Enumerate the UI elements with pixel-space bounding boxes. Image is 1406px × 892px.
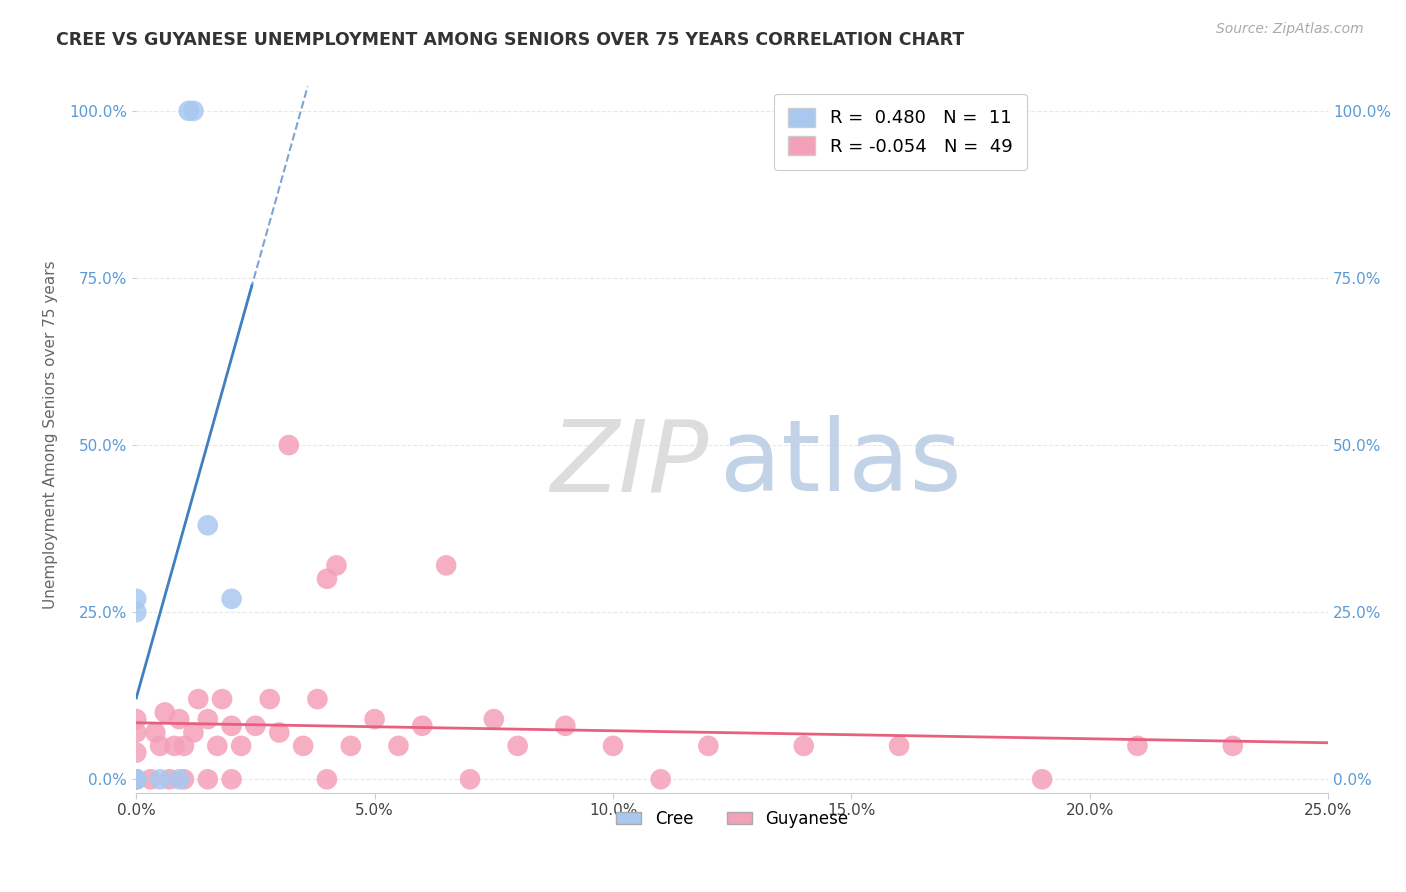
Point <box>153 706 176 720</box>
Point <box>340 739 363 753</box>
Point <box>207 739 229 753</box>
Point <box>187 692 209 706</box>
Point <box>325 558 347 573</box>
Point <box>183 103 205 118</box>
Point <box>458 772 481 787</box>
Point <box>149 772 172 787</box>
Point <box>482 712 505 726</box>
Point <box>125 712 148 726</box>
Point <box>211 692 233 706</box>
Point <box>167 772 190 787</box>
Point <box>221 772 243 787</box>
Point <box>197 518 219 533</box>
Text: ZIP: ZIP <box>550 415 709 512</box>
Point <box>125 772 148 787</box>
Point <box>125 605 148 619</box>
Point <box>269 725 291 739</box>
Point <box>221 719 243 733</box>
Point <box>316 572 339 586</box>
Point <box>173 772 195 787</box>
Point <box>143 725 166 739</box>
Point <box>125 772 148 787</box>
Point <box>125 772 148 787</box>
Point <box>506 739 529 753</box>
Point <box>259 692 281 706</box>
Point <box>411 719 433 733</box>
Point <box>197 772 219 787</box>
Point <box>316 772 339 787</box>
Text: Source: ZipAtlas.com: Source: ZipAtlas.com <box>1216 22 1364 37</box>
Point <box>149 739 172 753</box>
Point <box>167 712 190 726</box>
Point <box>602 739 624 753</box>
Point <box>387 739 409 753</box>
Text: CREE VS GUYANESE UNEMPLOYMENT AMONG SENIORS OVER 75 YEARS CORRELATION CHART: CREE VS GUYANESE UNEMPLOYMENT AMONG SENI… <box>56 31 965 49</box>
Point <box>245 719 267 733</box>
Point <box>173 739 195 753</box>
Point <box>125 725 148 739</box>
Point <box>793 739 815 753</box>
Point <box>163 739 186 753</box>
Point <box>292 739 315 753</box>
Point <box>125 772 148 787</box>
Point <box>1126 739 1149 753</box>
Point <box>159 772 181 787</box>
Point <box>177 103 200 118</box>
Point <box>307 692 329 706</box>
Point <box>139 772 162 787</box>
Point <box>363 712 385 726</box>
Point <box>697 739 720 753</box>
Point <box>125 591 148 606</box>
Point <box>221 591 243 606</box>
Point <box>125 746 148 760</box>
Point <box>125 772 148 787</box>
Legend: Cree, Guyanese: Cree, Guyanese <box>610 803 855 834</box>
Point <box>434 558 457 573</box>
Point <box>183 725 205 739</box>
Point <box>277 438 299 452</box>
Point <box>231 739 253 753</box>
Point <box>554 719 576 733</box>
Point <box>1031 772 1053 787</box>
Text: atlas: atlas <box>720 415 962 512</box>
Point <box>650 772 672 787</box>
Point <box>887 739 910 753</box>
Point <box>197 712 219 726</box>
Point <box>1222 739 1244 753</box>
Y-axis label: Unemployment Among Seniors over 75 years: Unemployment Among Seniors over 75 years <box>44 260 58 609</box>
